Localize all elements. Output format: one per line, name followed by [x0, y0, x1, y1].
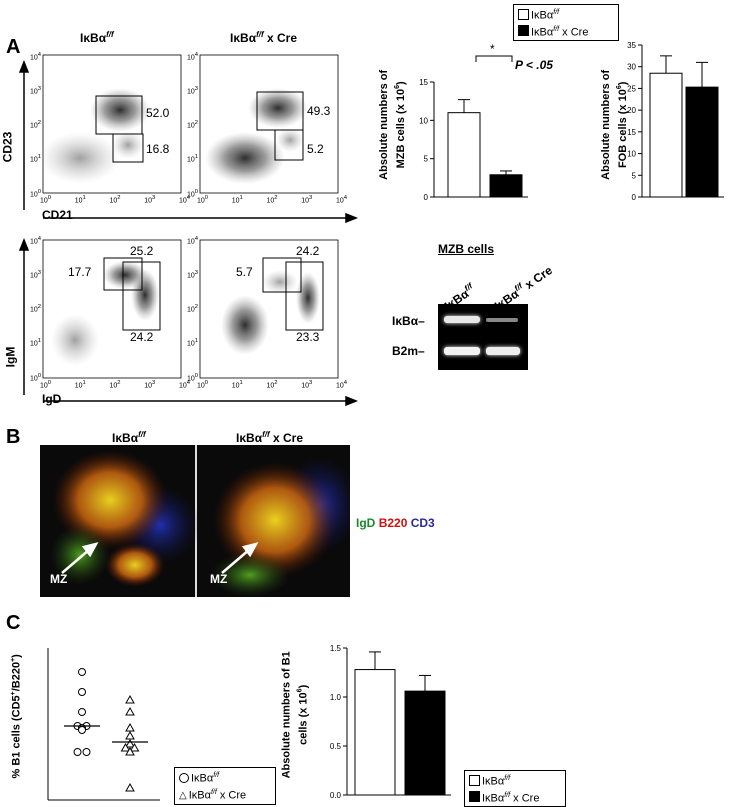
gel-row-b2m: B2m– [392, 344, 425, 358]
tick-col-tr-y: 100 101 102 103 104 [187, 52, 199, 198]
data-point [125, 782, 135, 792]
data-point [78, 726, 86, 734]
p-value: P < .05 [515, 58, 553, 72]
y-tick-label: 0.5 [330, 742, 342, 751]
data-point [78, 708, 86, 716]
data-point [125, 746, 135, 756]
y-tick-label: 30 [627, 63, 636, 72]
gate-value: 49.3 [307, 104, 331, 118]
gate-value: 52.0 [146, 106, 170, 120]
gel-title: MZB cells [438, 242, 495, 256]
stain-legend: IgD B220 CD3 [356, 516, 435, 530]
tick-row-tr-x: 100 101 102 103 104 [197, 195, 347, 205]
data-point [73, 748, 82, 756]
flow-plot-igm-igd-control [42, 239, 182, 379]
data-point [125, 706, 135, 716]
flow-title-col2: IκBαf/f x Cre [230, 30, 297, 45]
y-tick-label: 0.0 [330, 791, 342, 800]
fob-bar-chart: 0 5 10 15 20 25 30 35 [627, 41, 724, 202]
tick-row-tl-x: 100 101 102 103 104 [40, 195, 190, 205]
gel-row-ikba: IκBα– [392, 314, 425, 328]
tick-row-br-x: 100 101 102 103 104 [197, 380, 347, 390]
y-tick-label: 10 [419, 116, 428, 125]
axis-label-cd23: CD23 [0, 131, 15, 163]
y-tick-label: 1.5 [330, 644, 342, 653]
gate-value: 23.3 [296, 330, 320, 344]
gate-value: 16.8 [146, 142, 170, 156]
y-tick-label: 20 [627, 106, 636, 115]
tick-col-tl-y: 100 101 102 103 104 [30, 52, 42, 198]
tick-col-br-y: 100 101 102 103 104 [187, 236, 199, 382]
bar [489, 174, 523, 198]
b1-abs-legend: IκBαf/f IκBαf/f x Cre [464, 770, 566, 807]
y-tick-label: 35 [627, 41, 636, 50]
data-point [129, 742, 140, 752]
y-tick-label: 0 [424, 193, 429, 202]
panel-label-a: A [6, 36, 21, 58]
gate-value: 17.7 [68, 265, 92, 279]
y-tick-label: 0 [632, 193, 637, 202]
mzb-ylabel: Absolute numbers of MZB cells (x 106) [378, 69, 407, 180]
data-point [125, 694, 135, 704]
gate-value: 5.2 [307, 142, 324, 156]
bar [649, 72, 683, 198]
micro-title-1: IκBαf/f [112, 430, 146, 445]
micro-title-2: IκBαf/f x Cre [236, 430, 303, 445]
bar [404, 690, 446, 796]
b1-pct-legend: IκBαf/f △ IκBαf/f x Cre [174, 767, 276, 806]
bar [447, 112, 481, 198]
data-point [125, 722, 135, 732]
mzb-bar-chart: 0 5 10 15 [419, 55, 528, 202]
y-tick-label: 1.0 [330, 693, 342, 702]
flow-cytometry-plots [18, 54, 359, 407]
b1-abs-ylabel: Absolute numbers of B1 cells (x 106) [280, 651, 310, 779]
y-tick-label: 15 [419, 78, 428, 87]
tick-row-bl-x: 100 101 102 103 104 [40, 380, 190, 390]
mz-label-left: MZ [50, 572, 68, 586]
y-tick-label: 5 [632, 171, 637, 180]
axis-label-cd21: CD21 [42, 208, 73, 222]
y-tick-label: 25 [627, 84, 636, 93]
y-tick-label: 15 [627, 128, 636, 137]
mz-label-right: MZ [210, 572, 228, 586]
panel-label-c: C [6, 612, 21, 634]
flow-plot-cd23-cd21-cre [199, 54, 339, 194]
axis-label-igm: IgM [3, 346, 18, 368]
flow-axis-arrows [18, 59, 359, 407]
gate-value: 5.7 [236, 265, 253, 279]
data-point [82, 748, 91, 756]
data-point [78, 688, 86, 696]
flow-plot-igm-igd-cre [199, 239, 339, 379]
micrograph-images [40, 445, 350, 597]
b1-pct-dotplot [47, 648, 160, 801]
b1-abs-bar-chart: 0.0 0.5 1.0 1.5 [330, 644, 451, 800]
legend-top: IκBαf/f IκBαf/f x Cre [513, 4, 619, 42]
gate-value: 25.2 [130, 244, 154, 258]
b1-pct-ylabel: % B1 cells (CD5+/B220+) [9, 654, 23, 779]
gel-image [438, 304, 528, 370]
significance-star: * [490, 42, 495, 56]
gate-value: 24.2 [130, 330, 154, 344]
flow-plot-cd23-cd21-control [40, 54, 182, 194]
y-tick-label: 5 [424, 155, 429, 164]
data-point [125, 738, 135, 748]
bar [354, 669, 396, 796]
axis-label-igd: IgD [42, 392, 62, 406]
bar [685, 86, 719, 198]
y-tick-label: 10 [627, 150, 636, 159]
flow-title-col1: IκBαf/f [80, 30, 114, 45]
data-point [78, 668, 86, 676]
significance-bracket [475, 55, 513, 62]
panel-label-b: B [6, 426, 21, 448]
data-point [120, 742, 131, 752]
tick-col-bl-y: 100 101 102 103 104 [30, 236, 42, 382]
gate-value: 24.2 [296, 244, 320, 258]
data-point [125, 730, 135, 740]
